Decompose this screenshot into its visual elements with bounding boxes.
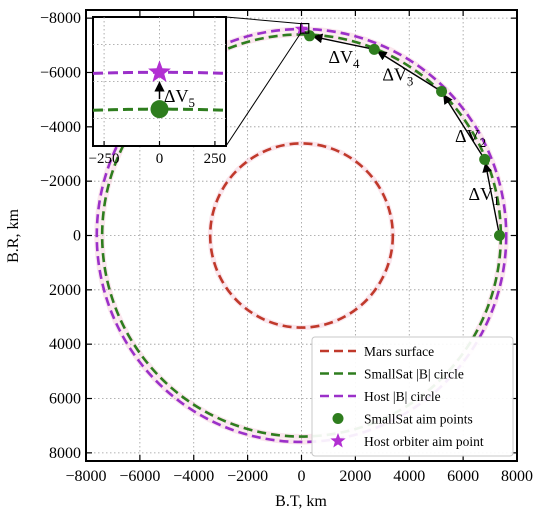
delta-v-label-subscript: 4 [353, 56, 360, 71]
x-tick-label: −2000 [227, 468, 268, 485]
y-tick-label: −4000 [40, 119, 81, 136]
delta-v-label-base: ΔV [469, 184, 494, 204]
delta-v-label: ΔV1 [469, 184, 500, 208]
y-tick-label: −8000 [40, 10, 81, 27]
zoom-region-box [300, 22, 310, 34]
inset-x-tick-label: 250 [204, 151, 227, 167]
delta-v-arrow [443, 94, 484, 157]
inset-ticks: −250 0 250 [89, 141, 227, 167]
delta-v-label: ΔV4 [328, 47, 360, 71]
legend-entry-label: Mars surface [364, 344, 434, 359]
y-tick-label: 8000 [49, 445, 81, 462]
zoom-connector-top [225, 16, 301, 25]
main-gridlines [86, 10, 517, 461]
x-tick-label: −6000 [119, 468, 160, 485]
x-tick-label: 0 [298, 468, 306, 485]
inset-plot-area: ΔV5 [93, 60, 226, 119]
x-tick-label: −8000 [65, 468, 106, 485]
inset-x-tick-label: 0 [156, 151, 164, 167]
y-tick-label: 2000 [49, 282, 81, 299]
zoom-connector-bottom [225, 32, 302, 147]
delta-v-label: ΔV2 [455, 126, 486, 150]
inset-smallsat-aim-point [150, 100, 169, 119]
host-aim-point-star [294, 22, 309, 35]
x-tick-label: 4000 [393, 468, 425, 485]
x-tick-label: 6000 [447, 468, 479, 485]
y-tick-label: 0 [73, 228, 81, 245]
inset-delta-v-label-subscript: 5 [189, 95, 195, 110]
legend: Mars surface SmallSat |B| circle Host |B| … [311, 336, 514, 457]
x-axis-label: B.T, km [275, 493, 327, 510]
delta-v-label-subscript: 2 [480, 135, 486, 150]
delta-v-arrow [482, 162, 500, 232]
inset-host-aim-point-star [148, 60, 171, 82]
inset-delta-v-label-base: ΔV [164, 86, 189, 106]
legend-entry-label: Host |B| circle [364, 389, 441, 404]
x-tick-label: −4000 [173, 468, 214, 485]
y-tick-label: 4000 [49, 336, 81, 353]
delta-v-label-base: ΔV [328, 47, 353, 67]
y-axis-label: B.R, km [5, 209, 22, 263]
delta-v-label-subscript: 3 [407, 74, 413, 89]
x-tick-label: 8000 [501, 468, 533, 485]
delta-v-label-subscript: 1 [493, 193, 499, 208]
delta-v-label-base: ΔV [455, 126, 480, 146]
delta-v-label-base: ΔV [382, 65, 407, 85]
smallsat-aim-point [436, 86, 448, 98]
inset-x-tick-label: −250 [89, 151, 120, 167]
zoom-connector-lines [225, 16, 310, 147]
legend-swatch-star [330, 433, 346, 448]
smallsat-aim-point [368, 43, 380, 55]
legend-entry-label: Host orbiter aim point [364, 434, 484, 449]
smallsat-aim-point [304, 30, 316, 42]
smallsat-aim-point [479, 153, 491, 165]
x-tick-label: 2000 [339, 468, 371, 485]
legend-entry-label: SmallSat aim points [364, 412, 473, 427]
legend-swatch-dot [332, 413, 344, 424]
inset-delta-v-label: ΔV5 [164, 86, 195, 110]
legend-box [311, 336, 514, 457]
delta-v-label: ΔV3 [382, 65, 413, 89]
delta-v-arrow [376, 50, 439, 90]
y-tick-label: 6000 [49, 391, 81, 408]
legend-entry-label: SmallSat |B| circle [364, 367, 464, 382]
delta-v-arrow [312, 33, 371, 50]
y-tick-label: −6000 [40, 64, 81, 81]
mars-surface-circle [208, 142, 395, 329]
inset-zoom-panel: ΔV5 −250 0 250 [89, 16, 227, 167]
axis-ticks: −8000 −6000 −4000 −2000 0 2000 4000 6000 8000 −80… [40, 10, 533, 485]
y-tick-label: −2000 [40, 173, 81, 190]
smallsat-aim-point [493, 230, 505, 241]
